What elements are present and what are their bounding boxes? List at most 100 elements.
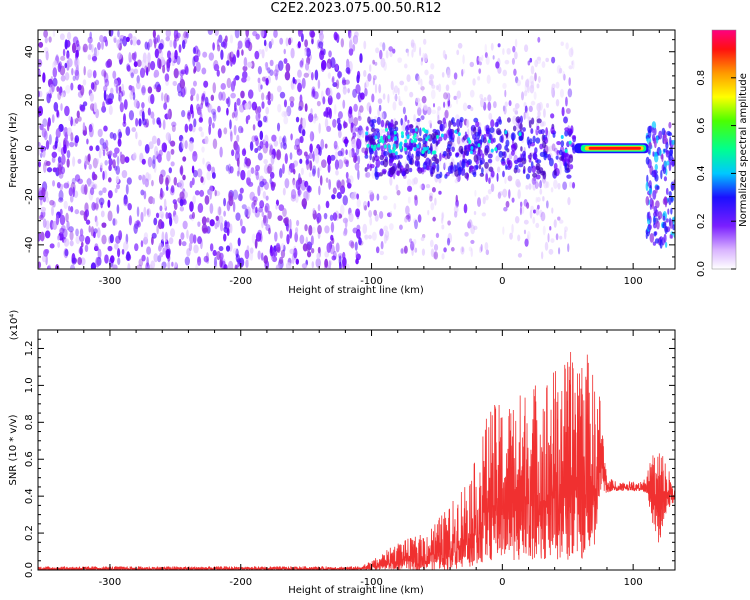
spectrogram-noise-mark	[112, 159, 116, 169]
spectrogram-noise-mark	[150, 111, 155, 119]
spectrogram-core-mark	[510, 132, 516, 141]
spectrogram-noise-mark	[202, 227, 209, 233]
spectrogram-noise-mark	[240, 90, 245, 99]
spectrogram-noise-mark	[108, 158, 113, 166]
spectrogram-noise-mark	[43, 30, 49, 38]
spectrogram-noise-mark	[257, 250, 261, 260]
spectrogram-scatter-mark	[557, 182, 561, 190]
spectrogram-noise-mark	[153, 38, 157, 49]
spectrogram-noise-mark	[68, 115, 71, 121]
spectrogram-noise-mark	[318, 41, 324, 49]
spectrogram-noise-mark	[158, 210, 165, 218]
spectrogram-scatter-mark	[382, 93, 386, 100]
spectrogram-noise-mark	[269, 171, 275, 179]
spectrogram-noise-mark	[354, 162, 360, 171]
spectrogram-noise-mark	[261, 92, 265, 101]
spectrogram-noise-mark	[324, 250, 330, 258]
spectrogram-noise-mark	[215, 215, 220, 221]
spectrogram-noise-mark	[335, 242, 340, 253]
spectrogram-noise-mark	[332, 250, 337, 261]
spectrogram-noise-mark	[94, 243, 99, 251]
spectrogram-noise-mark	[254, 50, 260, 60]
spectrogram-scatter-mark	[477, 56, 482, 62]
spectrogram-scatter-mark	[559, 88, 565, 98]
spectrogram-noise-mark	[318, 166, 322, 172]
spectrogram-core-mark	[540, 170, 546, 176]
spectrogram-noise-mark	[159, 205, 163, 212]
spectrogram-noise-mark	[340, 38, 345, 48]
spectrogram-noise-mark	[254, 169, 259, 176]
spectrogram-noise-mark	[241, 204, 247, 210]
spectrogram-scatter-mark	[545, 181, 550, 189]
spectrogram-scatter-mark	[478, 68, 482, 74]
spectrogram-noise-mark	[181, 110, 186, 118]
spectrogram-scatter-mark	[395, 184, 399, 191]
spectrogram-scatter-mark	[398, 100, 403, 107]
spectrogram-noise-mark	[107, 245, 113, 252]
spectrogram-scatter-mark	[559, 219, 564, 224]
spectrogram-noise-mark	[249, 141, 254, 151]
spectrogram-scatter-mark	[424, 69, 429, 76]
spectrogram-noise-mark	[189, 233, 195, 244]
spectrogram-noise-mark	[273, 250, 278, 257]
spectrogram-noise-mark	[91, 201, 96, 211]
spectrogram-scatter-mark	[443, 162, 446, 171]
spectrogram-noise-mark	[135, 117, 139, 127]
spectrogram-noise-mark	[325, 87, 331, 96]
spectrogram-noise-mark	[127, 262, 131, 269]
spectrogram-noise-mark	[162, 65, 166, 74]
spectrogram-noise-mark	[56, 181, 61, 189]
spectrogram-noise-mark	[290, 189, 297, 200]
spectrogram-noise-mark	[237, 193, 243, 202]
spectrogram-noise-mark	[167, 261, 171, 269]
spectrogram-scatter-mark	[405, 205, 410, 216]
spectrogram-noise-mark	[229, 34, 234, 44]
spectrogram-hook-mark	[663, 233, 667, 243]
spectrogram-noise-mark	[225, 164, 230, 172]
spectrogram-core-mark	[365, 136, 370, 141]
spectrogram-noise-mark	[170, 148, 175, 155]
spectrogram-noise-mark	[49, 243, 55, 249]
spectrogram-cyan-mark	[410, 139, 414, 144]
spectrogram-scatter-mark	[414, 219, 418, 230]
spectrogram-noise-mark	[163, 93, 169, 104]
spectrogram-noise-mark	[276, 122, 281, 132]
spectrogram-noise-mark	[202, 51, 208, 58]
spectrogram-noise-mark	[363, 69, 367, 77]
spectrogram-scatter-mark	[365, 171, 371, 178]
spectrogram-core-mark	[475, 121, 480, 128]
spectrogram-noise-mark	[140, 211, 144, 223]
spectrogram-noise-mark	[104, 159, 108, 166]
spectrogram-noise-mark	[228, 195, 234, 207]
spectrogram-scatter-mark	[433, 243, 439, 251]
spectrogram-scatter-mark	[478, 246, 483, 254]
spectrogram-noise-mark	[220, 49, 224, 61]
spectrogram-noise-mark	[232, 201, 236, 213]
spectrogram-scatter-mark	[364, 205, 367, 211]
spectrogram-core-mark	[553, 168, 557, 176]
spectrogram-noise-mark	[201, 146, 205, 153]
spectrogram-noise-mark	[174, 261, 178, 268]
spectrogram-noise-mark	[255, 112, 261, 122]
spectrogram-core-mark	[514, 164, 519, 170]
spectrogram-scatter-mark	[409, 91, 414, 98]
spectrogram-noise-mark	[269, 246, 274, 257]
spectrogram-scatter-mark	[502, 82, 507, 89]
spectrogram-scatter-mark	[406, 120, 409, 125]
spectrogram-core-mark	[536, 169, 542, 175]
spectrogram-scatter-mark	[487, 188, 492, 195]
spectrogram-noise-mark	[357, 109, 361, 119]
spectrogram-scatter-mark	[368, 105, 372, 115]
spectrogram-noise-mark	[203, 255, 209, 263]
spectrogram-noise-mark	[278, 256, 284, 265]
spectrogram-noise-mark	[42, 162, 47, 173]
y-tick-label: 0.6	[24, 451, 35, 467]
spectrogram-noise-mark	[338, 130, 342, 139]
spectrogram-noise-mark	[107, 210, 113, 222]
spectrogram-scatter-mark	[417, 75, 421, 85]
spectrogram-noise-mark	[297, 41, 301, 49]
spectrogram-noise-mark	[358, 237, 362, 246]
spectrogram-scatter-mark	[551, 207, 554, 214]
spectrogram-noise-mark	[296, 78, 301, 84]
spectrogram-core-mark	[407, 150, 411, 159]
